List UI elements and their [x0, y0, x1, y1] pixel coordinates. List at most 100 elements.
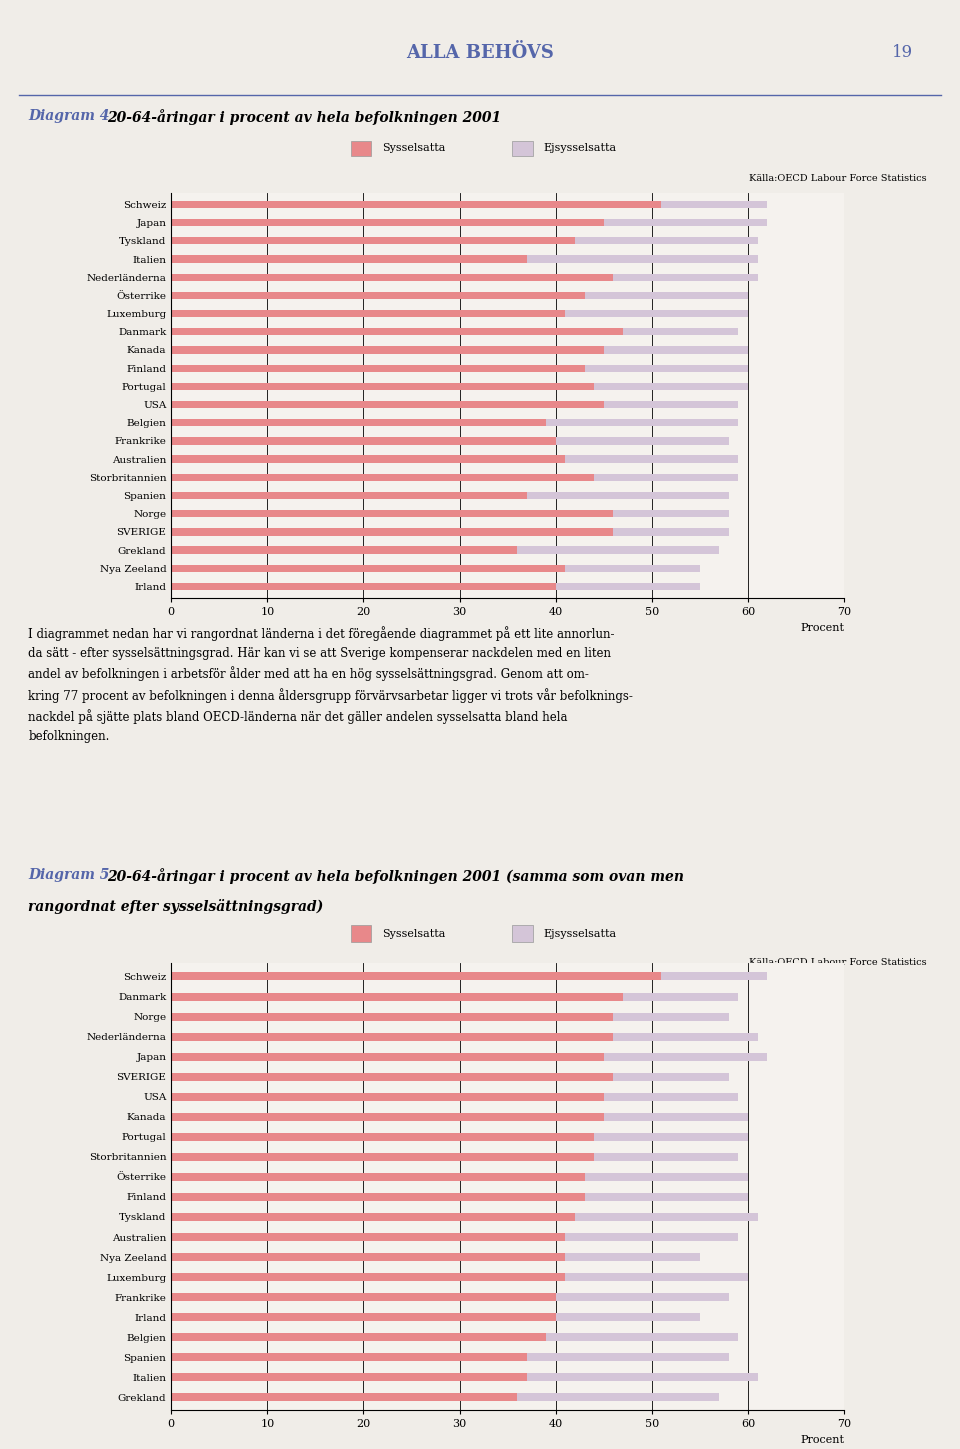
Text: 20-64-åringar i procent av hela befolkningen 2001: 20-64-åringar i procent av hela befolkni… [107, 110, 501, 126]
Bar [546, 1333, 738, 1342]
Bar [171, 1374, 527, 1381]
Bar [171, 1274, 565, 1281]
Bar [171, 1233, 565, 1240]
Bar [594, 1153, 738, 1161]
Bar [513, 926, 533, 942]
Bar [585, 291, 748, 298]
Bar [171, 529, 613, 536]
Bar [171, 419, 546, 426]
Text: Sysselsatta: Sysselsatta [382, 929, 445, 939]
Bar [517, 546, 719, 554]
Bar [171, 565, 565, 572]
Text: Ejsysselsatta: Ejsysselsatta [543, 929, 616, 939]
Bar [171, 1333, 546, 1342]
Bar [171, 1113, 604, 1120]
Bar [604, 1052, 767, 1061]
Bar [171, 383, 594, 390]
Bar [171, 1093, 604, 1101]
Bar [351, 926, 372, 942]
Text: rangordnat efter sysselsättningsgrad): rangordnat efter sysselsättningsgrad) [29, 898, 324, 914]
Bar [171, 291, 585, 298]
Bar [513, 141, 533, 156]
Bar [604, 1093, 738, 1101]
X-axis label: Procent: Procent [800, 1435, 844, 1445]
Bar [527, 1374, 757, 1381]
Bar [604, 219, 767, 226]
Bar [604, 346, 748, 354]
Bar [613, 529, 729, 536]
Bar [171, 1293, 556, 1301]
Bar [527, 1353, 729, 1361]
Bar [604, 401, 738, 409]
Bar [613, 1013, 729, 1020]
Bar [613, 1072, 729, 1081]
Bar [565, 455, 738, 462]
Bar [171, 327, 623, 335]
Bar [171, 1172, 585, 1181]
Bar [661, 972, 767, 981]
Bar [527, 255, 757, 262]
Bar [556, 1313, 700, 1321]
Bar [171, 546, 517, 554]
Bar [171, 1313, 556, 1321]
Bar [594, 383, 748, 390]
Text: 20-64-åringar i procent av hela befolkningen 2001 (samma som ovan men: 20-64-åringar i procent av hela befolkni… [107, 868, 684, 884]
Bar [661, 201, 767, 209]
Bar [556, 438, 729, 445]
Bar [623, 327, 738, 335]
Bar [171, 1052, 604, 1061]
Bar [527, 491, 729, 498]
Bar [546, 419, 738, 426]
Bar [171, 401, 604, 409]
Text: ALLA BEHÖVS: ALLA BEHÖVS [406, 43, 554, 62]
Text: Källa:OECD Labour Force Statistics: Källa:OECD Labour Force Statistics [750, 174, 927, 184]
Bar [171, 274, 613, 281]
Bar [556, 1293, 729, 1301]
Bar [171, 438, 556, 445]
Bar [623, 993, 738, 1000]
Bar [171, 255, 527, 262]
Bar [565, 1253, 700, 1261]
Bar [575, 1213, 757, 1222]
Text: Ejsysselsatta: Ejsysselsatta [543, 143, 616, 154]
Bar [171, 1253, 565, 1261]
Bar [594, 474, 738, 481]
Bar [594, 1133, 748, 1140]
Bar [171, 238, 575, 245]
Bar [171, 1153, 594, 1161]
Text: 19: 19 [892, 43, 913, 61]
Bar [171, 1394, 517, 1401]
Bar [171, 201, 661, 209]
Bar [171, 455, 565, 462]
Bar [171, 474, 594, 481]
Bar [171, 582, 556, 590]
Bar [556, 582, 700, 590]
Text: Diagram 5: Diagram 5 [29, 868, 109, 882]
Bar [565, 1274, 748, 1281]
Bar [613, 1033, 757, 1040]
Bar [585, 1172, 748, 1181]
Bar [585, 365, 748, 372]
Text: Sysselsatta: Sysselsatta [382, 143, 445, 154]
Bar [171, 1193, 585, 1201]
Bar [565, 565, 700, 572]
Bar [171, 993, 623, 1000]
Bar [613, 274, 757, 281]
Text: Diagram 4: Diagram 4 [29, 110, 109, 123]
Bar [171, 491, 527, 498]
Bar [517, 1394, 719, 1401]
Bar [171, 310, 565, 317]
Bar [171, 972, 661, 981]
Bar [171, 346, 604, 354]
Bar [171, 219, 604, 226]
Bar [575, 238, 757, 245]
Text: Källa:OECD Labour Force Statistics: Källa:OECD Labour Force Statistics [750, 958, 927, 966]
Bar [613, 510, 729, 517]
Bar [171, 1013, 613, 1020]
Bar [171, 1033, 613, 1040]
Bar [171, 1213, 575, 1222]
Bar [351, 141, 372, 156]
Bar [171, 1133, 594, 1140]
Bar [171, 365, 585, 372]
Bar [171, 510, 613, 517]
